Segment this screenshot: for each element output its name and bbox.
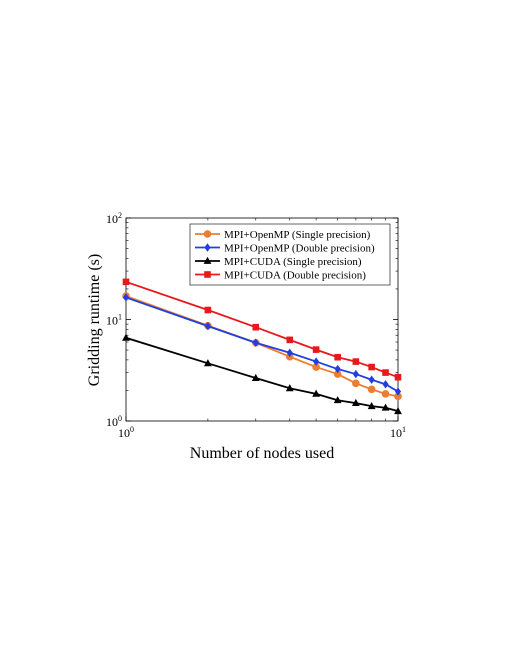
series-3 (122, 333, 402, 415)
series-line (125, 296, 399, 393)
data-point (394, 406, 402, 415)
series-2 (122, 293, 402, 396)
data-point (286, 348, 293, 357)
y-tick-label: 102 (106, 211, 122, 226)
data-point (122, 278, 130, 286)
legend-label: MPI+OpenMP (Double precision) (224, 243, 375, 255)
series-group (122, 278, 402, 415)
data-point (368, 375, 375, 384)
data-point (394, 387, 402, 396)
series-line (125, 280, 399, 379)
series-line (125, 336, 399, 413)
data-point (382, 380, 389, 389)
data-point (381, 390, 390, 398)
data-point (352, 369, 359, 379)
data-point (382, 369, 389, 376)
y-axis-title: Gridding runtime (s) (86, 254, 103, 386)
data-point (368, 363, 375, 371)
data-point (204, 321, 211, 331)
x-axis-title: Number of nodes used (190, 445, 334, 462)
legend-label: MPI+OpenMP (Single precision) (224, 229, 371, 241)
data-point (351, 398, 360, 407)
legend-box (189, 223, 391, 286)
data-point (367, 401, 376, 410)
data-point (285, 384, 294, 392)
data-point (352, 379, 360, 388)
data-point (286, 336, 294, 344)
legend: MPI+OpenMP (Single precision) MPI+OpenMP … (189, 223, 391, 286)
legend-marker (203, 256, 212, 264)
y-tick-label: 100 (106, 414, 122, 429)
data-point (122, 293, 130, 302)
data-point (367, 385, 376, 394)
data-point (334, 353, 341, 361)
legend-marker (203, 230, 212, 238)
x-tick-label: 101 (390, 425, 406, 440)
data-point (352, 358, 360, 365)
data-point (381, 403, 390, 411)
x-tick-label: 100 (118, 425, 134, 440)
data-point (122, 333, 130, 341)
data-point (203, 359, 212, 367)
axis-ticks: 100 101 100 101 102 (106, 211, 406, 440)
data-point (252, 338, 259, 347)
data-point (251, 373, 260, 381)
data-point (312, 389, 321, 397)
data-point (394, 373, 402, 381)
data-point (252, 323, 260, 331)
data-point (333, 396, 342, 404)
y-tick-label: 101 (106, 313, 122, 328)
series-4 (122, 278, 402, 381)
data-point (312, 346, 320, 353)
data-point (313, 357, 320, 366)
legend-label: MPI+CUDA (Single precision) (224, 256, 362, 268)
legend-marker (204, 271, 211, 278)
data-point (334, 364, 341, 374)
legend-marker (204, 243, 211, 252)
legend-label: MPI+CUDA (Double precision) (224, 270, 366, 282)
data-point (204, 306, 212, 314)
